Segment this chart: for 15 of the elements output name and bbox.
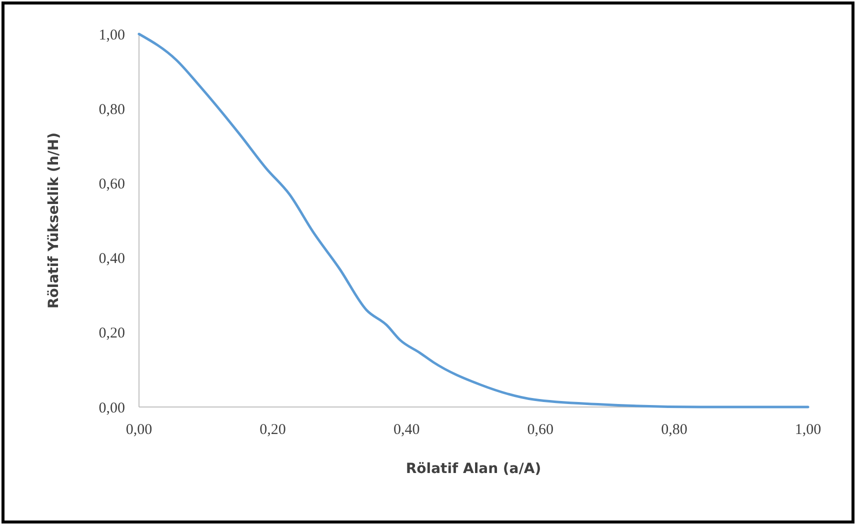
x-tick-label: 0,80 xyxy=(661,422,688,438)
y-axis-title: Rölatif Yükseklik (h/H) xyxy=(46,132,62,309)
y-tick-label: 0,80 xyxy=(98,102,125,118)
x-tick-label: 0,00 xyxy=(126,422,152,438)
y-tick-label: 0,40 xyxy=(98,251,125,268)
x-tick-label: 1,00 xyxy=(794,422,822,438)
x-tick-label: 0,60 xyxy=(527,422,554,438)
line-series xyxy=(138,32,810,408)
y-tick-label: 0,20 xyxy=(98,326,125,342)
y-tick-label: 0,00 xyxy=(98,400,125,416)
y-tick-label: 1,00 xyxy=(98,27,125,44)
x-tick-label: 0,40 xyxy=(393,422,420,438)
x-tick-label: 0,20 xyxy=(260,422,286,438)
x-axis-title: Rölatif Alan (a/A) xyxy=(406,461,542,477)
y-tick-label: 0,60 xyxy=(98,176,125,192)
